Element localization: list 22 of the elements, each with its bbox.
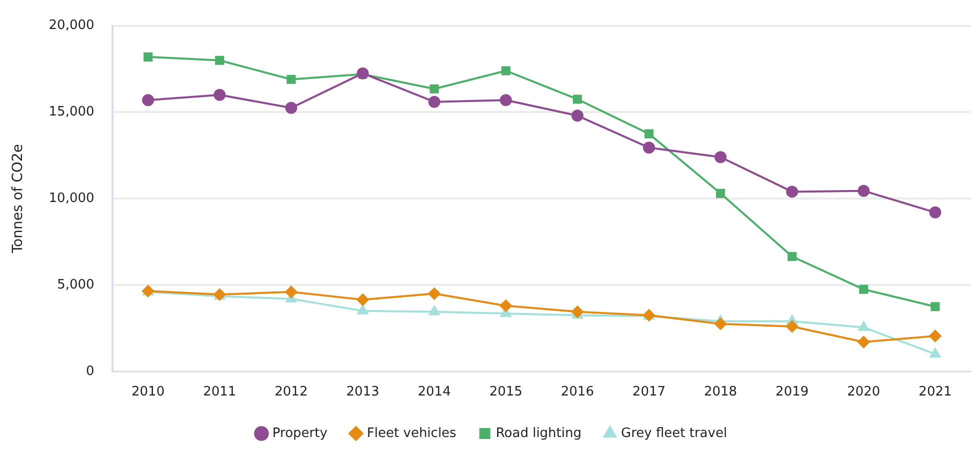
x-tick-label: 2017 bbox=[632, 384, 666, 400]
x-tick-label: 2016 bbox=[560, 384, 594, 400]
x-tick-label: 2020 bbox=[847, 384, 880, 400]
x-tick-label: 2015 bbox=[489, 384, 522, 400]
legend-label: Property bbox=[272, 426, 328, 441]
x-tick-label: 2019 bbox=[776, 384, 809, 400]
legend-label: Road lighting bbox=[496, 426, 582, 441]
legend-label: Fleet vehicles bbox=[366, 426, 457, 441]
x-tick-label: 2021 bbox=[918, 384, 952, 400]
y-tick-label: 20,000 bbox=[48, 18, 94, 34]
x-tick-label: 2011 bbox=[203, 384, 236, 400]
x-tick-label: 2013 bbox=[346, 384, 380, 400]
y-axis-title: Tonnes of CO2e bbox=[10, 144, 26, 254]
y-tick-label: 0 bbox=[86, 364, 94, 379]
x-tick-label: 2012 bbox=[274, 384, 308, 400]
x-tick-label: 2018 bbox=[704, 384, 738, 400]
legend-label: Grey fleet travel bbox=[620, 426, 728, 441]
y-tick-label: 10,000 bbox=[48, 190, 94, 206]
y-tick-label: 15,000 bbox=[48, 104, 94, 120]
x-tick-label: 2010 bbox=[132, 384, 165, 400]
y-tick-label: 5,000 bbox=[57, 277, 94, 292]
x-tick-label: 2014 bbox=[418, 384, 451, 400]
